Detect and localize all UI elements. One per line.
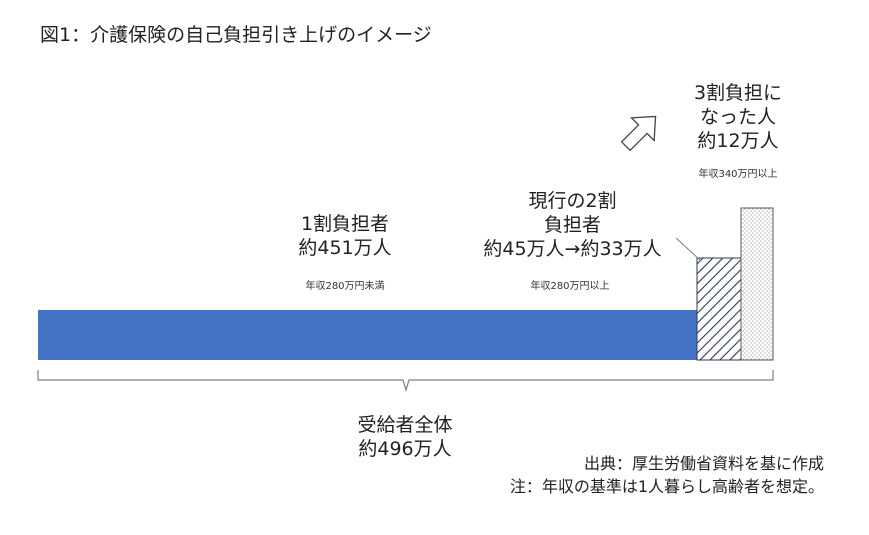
three-wari-income: 年収340万円以上	[698, 169, 778, 180]
three-wari-line-2: なった人	[699, 106, 776, 128]
two-wari-line-2: 負担者	[543, 214, 601, 236]
one-wari-income: 年収280万円未満	[305, 281, 385, 292]
total-line-1: 受給者全体	[357, 414, 453, 436]
total-bracket	[37, 370, 774, 393]
one-wari-line-1: 1割負担者	[300, 213, 390, 235]
total-line-2: 約496万人	[358, 438, 452, 460]
figure-title: 図1：介護保険の自己負担引き上げのイメージ	[40, 24, 432, 46]
two-wari-line-1: 現行の2割	[528, 190, 617, 212]
one-wari-label: 1割負担者 約451万人	[285, 212, 405, 260]
one-wari-line-2: 約451万人	[298, 237, 392, 259]
one-wari-bar	[38, 310, 697, 360]
two-wari-income: 年収280万円以上	[530, 281, 610, 292]
source-note: 出典：厚生労働省資料を基に作成	[583, 454, 824, 473]
total-label: 受給者全体 約496万人	[340, 413, 470, 461]
up-right-arrow-icon	[620, 115, 657, 152]
leader-line	[675, 237, 701, 261]
two-wari-line-3: 約45万人→約33万人	[483, 238, 662, 260]
three-wari-line-3: 約12万人	[697, 130, 779, 152]
three-wari-bar	[740, 207, 774, 361]
criteria-note: 注：年収の基準は1人暮らし高齢者を想定。	[509, 477, 824, 496]
three-wari-line-1: 3割負担に	[693, 82, 783, 104]
two-wari-bar	[696, 257, 742, 361]
two-wari-label: 現行の2割 負担者 約45万人→約33万人	[460, 189, 685, 261]
three-wari-label: 3割負担に なった人 約12万人	[678, 81, 798, 153]
